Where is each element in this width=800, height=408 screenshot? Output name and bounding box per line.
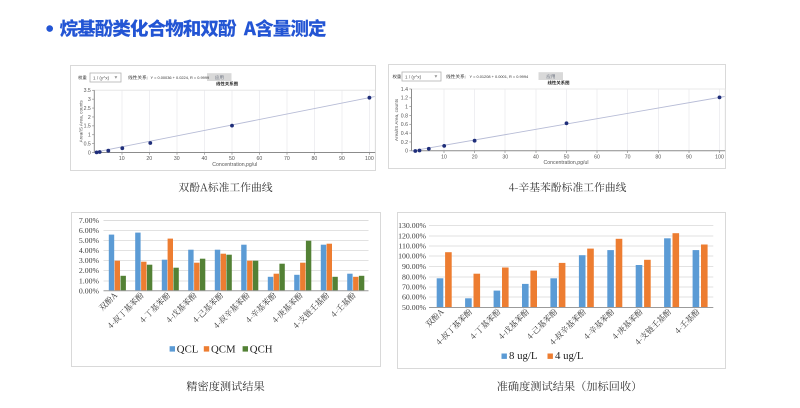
svg-text:5.00%: 5.00% bbox=[79, 236, 100, 245]
svg-text:50: 50 bbox=[229, 156, 235, 162]
svg-text:90: 90 bbox=[339, 156, 345, 162]
svg-text:4 ug/L: 4 ug/L bbox=[555, 350, 584, 362]
svg-text:70: 70 bbox=[625, 154, 631, 160]
svg-text:8 ug/L: 8 ug/L bbox=[509, 350, 538, 362]
svg-text:Area/IS Area, counts: Area/IS Area, counts bbox=[394, 98, 399, 141]
svg-text:1: 1 bbox=[405, 105, 408, 111]
svg-text:0: 0 bbox=[88, 150, 91, 156]
svg-text:0: 0 bbox=[405, 149, 408, 155]
svg-text:60.00%: 60.00% bbox=[402, 293, 427, 302]
svg-text:QCH: QCH bbox=[250, 343, 273, 355]
svg-text:70.00%: 70.00% bbox=[402, 283, 427, 292]
svg-text:80.00%: 80.00% bbox=[402, 273, 427, 282]
svg-text:Area/IS Area, counts: Area/IS Area, counts bbox=[79, 100, 84, 143]
svg-text:QCM: QCM bbox=[211, 343, 236, 355]
svg-text:100: 100 bbox=[715, 154, 724, 160]
svg-text:100: 100 bbox=[365, 156, 374, 162]
svg-text:Concentration,pg/ul: Concentration,pg/ul bbox=[544, 160, 589, 166]
svg-text:3: 3 bbox=[88, 97, 91, 103]
svg-text:1 / (y^x): 1 / (y^x) bbox=[405, 75, 422, 80]
svg-text:110.00%: 110.00% bbox=[398, 242, 426, 251]
svg-text:3.00%: 3.00% bbox=[79, 256, 100, 265]
svg-text:1.5: 1.5 bbox=[84, 124, 91, 130]
svg-text:50: 50 bbox=[564, 154, 570, 160]
svg-text:120.00%: 120.00% bbox=[398, 232, 426, 241]
svg-text:90.00%: 90.00% bbox=[402, 262, 427, 271]
svg-text:20: 20 bbox=[146, 156, 152, 162]
svg-text:0.6: 0.6 bbox=[401, 122, 408, 128]
svg-text:3.5: 3.5 bbox=[84, 88, 91, 94]
svg-text:0.2: 0.2 bbox=[401, 140, 408, 146]
svg-text:1.00%: 1.00% bbox=[79, 277, 100, 286]
svg-text:7.00%: 7.00% bbox=[79, 216, 100, 225]
svg-text:0.00%: 0.00% bbox=[79, 287, 100, 296]
svg-text:10: 10 bbox=[441, 154, 447, 160]
svg-text:Y = 0.01208 + 0.0001, R = 0.99: Y = 0.01208 + 0.0001, R = 0.9994 bbox=[470, 74, 529, 79]
svg-text:70: 70 bbox=[284, 156, 290, 162]
svg-text:2.5: 2.5 bbox=[84, 106, 91, 112]
svg-text:100.00%: 100.00% bbox=[398, 252, 426, 261]
svg-text:1.4: 1.4 bbox=[401, 87, 408, 93]
svg-text:0.4: 0.4 bbox=[401, 131, 408, 137]
svg-text:40: 40 bbox=[533, 154, 539, 160]
svg-text:Y = 0.00036 + 0.0224, R = 0.99: Y = 0.00036 + 0.0224, R = 0.9999 bbox=[151, 75, 210, 80]
svg-text:2.00%: 2.00% bbox=[79, 266, 100, 275]
svg-text:0.5: 0.5 bbox=[84, 142, 91, 148]
svg-text:4.00%: 4.00% bbox=[79, 246, 100, 255]
svg-text:40: 40 bbox=[201, 156, 207, 162]
svg-text:QCL: QCL bbox=[177, 343, 199, 355]
svg-text:20: 20 bbox=[472, 154, 478, 160]
svg-text:60: 60 bbox=[594, 154, 600, 160]
svg-text:1.2: 1.2 bbox=[401, 96, 408, 102]
svg-text:130.00%: 130.00% bbox=[398, 221, 426, 230]
svg-text:80: 80 bbox=[311, 156, 317, 162]
svg-text:30: 30 bbox=[174, 156, 180, 162]
svg-text:80: 80 bbox=[655, 154, 661, 160]
svg-text:10: 10 bbox=[119, 156, 125, 162]
svg-text:30: 30 bbox=[502, 154, 508, 160]
svg-text:50.00%: 50.00% bbox=[402, 303, 427, 312]
svg-text:Concentration,pg/ul: Concentration,pg/ul bbox=[212, 162, 257, 168]
svg-text:2: 2 bbox=[88, 115, 91, 121]
svg-text:6.00%: 6.00% bbox=[79, 226, 100, 235]
svg-text:1: 1 bbox=[88, 133, 91, 139]
svg-text:1 / (y^x): 1 / (y^x) bbox=[93, 76, 110, 81]
svg-text:60: 60 bbox=[256, 156, 262, 162]
svg-text:90: 90 bbox=[686, 154, 692, 160]
svg-text:0.8: 0.8 bbox=[401, 113, 408, 119]
